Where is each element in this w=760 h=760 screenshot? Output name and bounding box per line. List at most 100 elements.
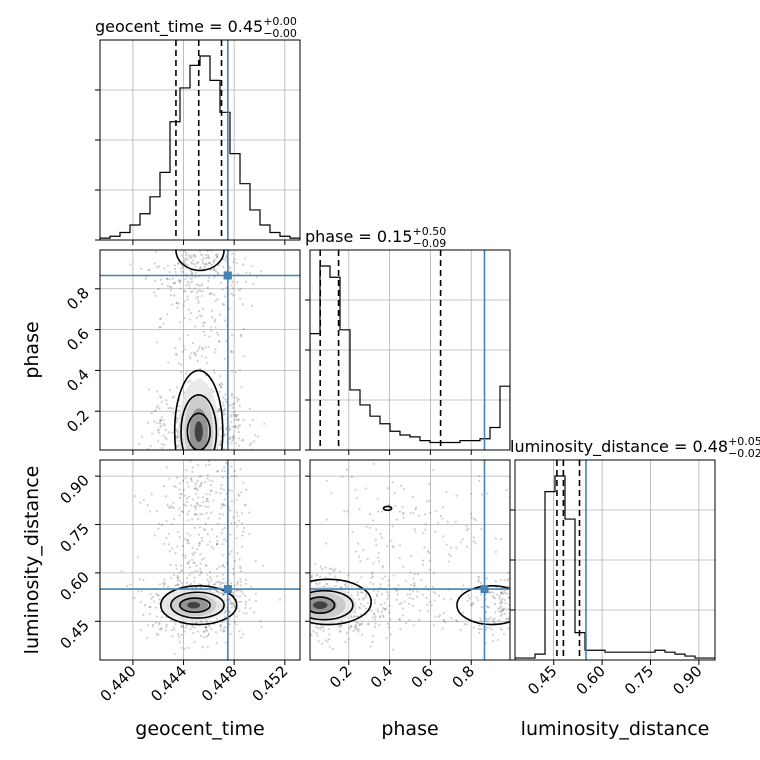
sample-point (305, 589, 307, 591)
sample-point (421, 559, 425, 562)
sample-point (148, 613, 151, 616)
sample-point (314, 626, 318, 629)
marginal-title: phase = 0.15+0.50 −0.09 (305, 225, 446, 250)
sample-point (223, 503, 226, 507)
sample-point (355, 496, 358, 500)
sample-point (374, 615, 377, 618)
sample-point (248, 467, 250, 469)
sample-point (155, 592, 158, 596)
sample-point (215, 543, 219, 546)
sample-point (477, 578, 480, 582)
sample-point (151, 461, 153, 463)
sample-point (489, 590, 492, 594)
density-contour (159, 585, 238, 626)
sample-point (218, 390, 221, 393)
sample-point (173, 652, 176, 655)
sample-point (250, 304, 254, 307)
sample-point (185, 284, 188, 287)
sample-point (192, 254, 195, 257)
title-lower-error: −0.09 (412, 237, 446, 250)
sample-point (210, 292, 213, 295)
sample-point (205, 499, 208, 503)
sample-point (328, 633, 331, 636)
sample-point (373, 613, 376, 616)
sample-point (307, 612, 309, 614)
sample-point (540, 512, 542, 514)
sample-point (214, 269, 217, 273)
sample-point (228, 404, 231, 407)
sample-point (223, 455, 225, 457)
sample-point (511, 613, 513, 615)
sample-point (445, 491, 448, 494)
sample-point (288, 585, 290, 587)
sample-point (202, 451, 204, 453)
sample-point (187, 334, 190, 337)
sample-point (491, 633, 495, 636)
sample-point (501, 592, 504, 595)
sample-point (218, 313, 221, 316)
sample-point (381, 566, 384, 569)
sample-point (373, 601, 377, 605)
sample-point (371, 640, 374, 644)
sample-point (405, 622, 408, 625)
sample-point (250, 264, 253, 267)
sample-point (177, 576, 180, 579)
sample-point (403, 600, 406, 603)
sample-point (304, 610, 306, 612)
sample-point (172, 282, 175, 285)
sample-point (325, 583, 328, 586)
sample-point (204, 473, 206, 475)
sample-point (170, 453, 172, 455)
sample-point (505, 618, 508, 621)
sample-point (180, 454, 182, 456)
sample-point (297, 625, 299, 627)
sample-point (412, 624, 415, 627)
sample-point (455, 546, 458, 549)
sample-point (244, 606, 247, 610)
sample-point (162, 322, 165, 325)
sample-point (214, 299, 217, 302)
sample-point (200, 570, 203, 573)
sample-point (465, 525, 468, 528)
sample-point (157, 265, 161, 268)
sample-point (205, 564, 208, 568)
sample-point (207, 517, 210, 520)
sample-point (163, 581, 166, 584)
sample-point (499, 606, 502, 610)
sample-point (199, 484, 202, 487)
sample-point (266, 453, 268, 455)
sample-point (344, 641, 347, 644)
sample-point (306, 602, 308, 604)
sample-point (222, 581, 225, 585)
sample-point (222, 396, 225, 399)
sample-point (232, 516, 235, 519)
sample-point (447, 553, 451, 556)
sample-point (493, 597, 497, 600)
sample-point (178, 302, 181, 305)
sample-point (221, 564, 225, 567)
sample-point (199, 470, 201, 472)
sample-point (377, 551, 380, 555)
sample-point (293, 598, 295, 600)
sample-point (157, 429, 160, 432)
sample-point (221, 464, 223, 466)
sample-point (517, 600, 519, 602)
sample-point (305, 618, 307, 620)
sample-point (472, 540, 475, 543)
sample-point (381, 614, 385, 617)
sample-point (511, 595, 513, 597)
sample-point (491, 618, 494, 622)
sample-point (218, 383, 221, 387)
sample-point (190, 256, 193, 260)
sample-point (182, 271, 185, 274)
sample-point (390, 539, 393, 542)
sample-point (187, 308, 190, 311)
sample-point (170, 286, 173, 289)
sample-point (224, 454, 226, 456)
sample-point (204, 481, 207, 484)
sample-point (358, 508, 361, 511)
sample-point (190, 480, 193, 483)
sample-point (236, 413, 239, 416)
sample-point (288, 606, 290, 608)
sample-point (188, 355, 191, 358)
